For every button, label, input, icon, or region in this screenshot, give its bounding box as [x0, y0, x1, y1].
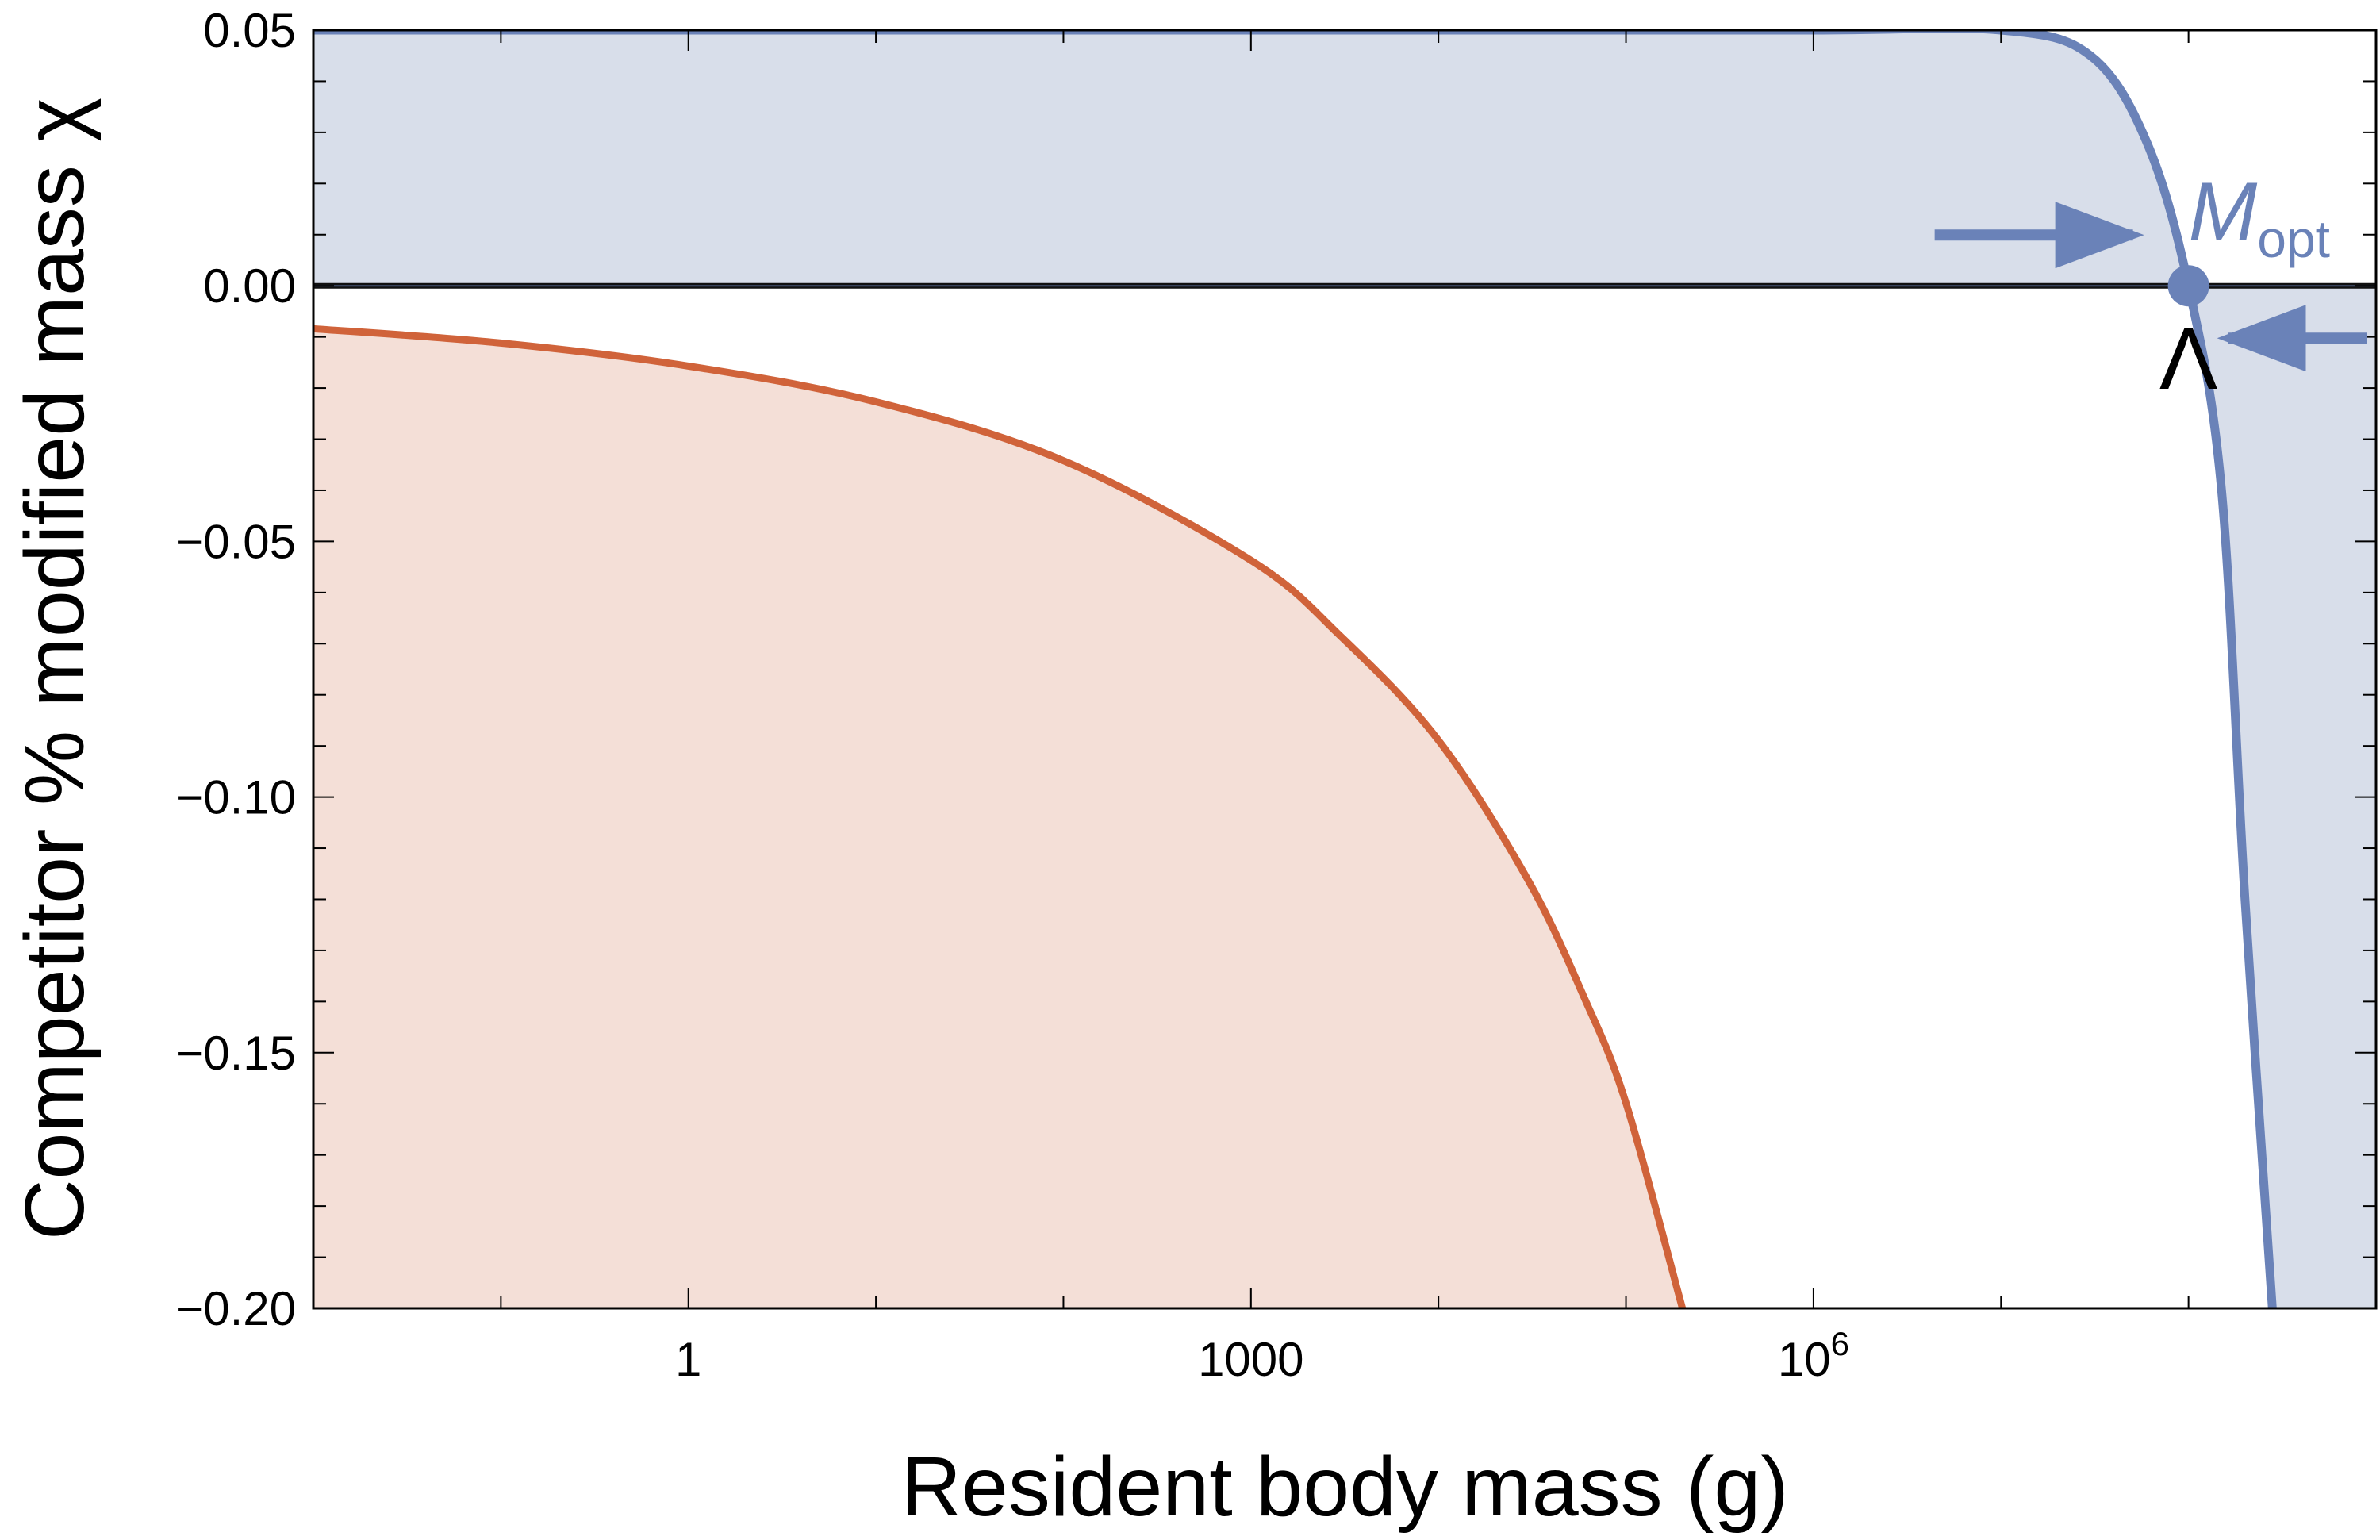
x-axis-title: Resident body mass (g)	[900, 1440, 1788, 1534]
y-tick-label: −0.20	[175, 1282, 296, 1335]
y-tick-label: 0.00	[203, 259, 296, 313]
y-tick-label: −0.10	[175, 771, 296, 824]
x-axis: 1 1000 106	[313, 30, 2377, 1386]
y-tick-label: −0.15	[175, 1027, 296, 1080]
x-tick-label: 1000	[1198, 1333, 1303, 1386]
mopt-point	[2167, 265, 2209, 307]
y-axis: 0.05 0.00 −0.05 −0.10 −0.15 −0.20	[175, 4, 2376, 1335]
plot-frame	[312, 29, 2378, 1310]
y-tick-label: −0.05	[175, 515, 296, 568]
x-tick-label: 106	[1778, 1325, 1849, 1386]
y-tick-label: 0.05	[203, 4, 296, 57]
lambda-label: Λ	[2159, 310, 2217, 408]
red-curve	[313, 325, 1687, 1308]
mopt-label: Mopt	[2189, 166, 2330, 268]
curves	[313, 30, 2277, 1308]
y-axis-title: Competitor % modified mass χ	[8, 98, 102, 1240]
red-region-top	[313, 328, 1683, 1308]
blue-curve	[313, 30, 2277, 1308]
x-tick-label: 1	[675, 1333, 701, 1386]
region-fills	[313, 30, 2376, 1308]
